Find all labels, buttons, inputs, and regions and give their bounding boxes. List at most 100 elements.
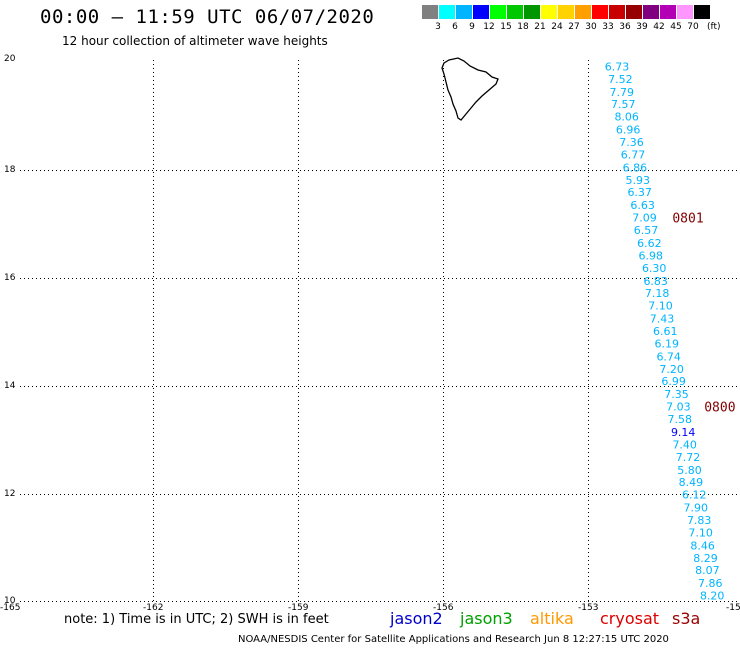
swh-value: 8.49 bbox=[679, 476, 704, 489]
legend-swatch bbox=[490, 5, 506, 19]
swh-value: 7.57 bbox=[611, 98, 636, 111]
x-tick-label: -165 bbox=[0, 603, 20, 613]
legend-swatch bbox=[439, 5, 455, 19]
swh-value: 7.35 bbox=[664, 388, 689, 401]
legend-swatch bbox=[541, 5, 557, 19]
swh-value: 7.90 bbox=[684, 502, 709, 515]
legend-swatch bbox=[660, 5, 676, 19]
swh-value: 7.43 bbox=[650, 313, 675, 326]
legend-swatch bbox=[626, 5, 642, 19]
swh-value: 6.74 bbox=[656, 350, 681, 363]
swh-value: 8.46 bbox=[690, 539, 715, 552]
swh-value: 6.63 bbox=[630, 199, 655, 212]
swh-value: 6.96 bbox=[616, 124, 641, 137]
time-label: 0801 bbox=[672, 212, 703, 227]
swh-value: 7.79 bbox=[610, 86, 635, 99]
swh-value: 6.99 bbox=[661, 375, 686, 388]
legend-label: 45 bbox=[670, 22, 682, 32]
swh-value: 6.30 bbox=[642, 262, 667, 275]
legend-swatch bbox=[507, 5, 523, 19]
satellite-cryosat: cryosat bbox=[600, 609, 660, 628]
swh-value: 8.20 bbox=[700, 590, 725, 603]
legend-swatch bbox=[643, 5, 659, 19]
swh-value: 7.36 bbox=[619, 136, 644, 149]
y-tick-label: 18 bbox=[4, 165, 16, 175]
legend-unit: (ft) bbox=[707, 22, 721, 32]
swh-value: 7.86 bbox=[698, 577, 723, 590]
legend-swatch bbox=[473, 5, 489, 19]
legend-label: 33 bbox=[602, 22, 614, 32]
map-title: 00:00 – 11:59 UTC 06/07/2020 bbox=[40, 6, 375, 28]
satellite-altika: altika bbox=[530, 609, 574, 628]
swh-value: 6.73 bbox=[605, 60, 630, 73]
legend-label: 3 bbox=[435, 22, 441, 32]
swh-value: 7.03 bbox=[666, 401, 691, 414]
satellite-jason3: jason3 bbox=[460, 609, 513, 628]
swh-value: 7.58 bbox=[668, 413, 693, 426]
swh-value: 7.40 bbox=[672, 438, 697, 451]
swh-value: 6.19 bbox=[655, 337, 680, 350]
legend-swatch bbox=[558, 5, 574, 19]
legend-swatch bbox=[575, 5, 591, 19]
y-tick-label: 16 bbox=[4, 273, 16, 283]
swh-value: 6.83 bbox=[643, 275, 668, 288]
footnote: note: 1) Time is in UTC; 2) SWH is in fe… bbox=[64, 612, 329, 627]
x-tick-label: -153 bbox=[578, 603, 598, 613]
time-labels: 08010800075 bbox=[672, 212, 735, 416]
y-tick-label: 14 bbox=[4, 381, 16, 391]
legend-swatch bbox=[677, 5, 693, 19]
satellite-jason2: jason2 bbox=[390, 609, 443, 628]
x-tick-label: -15 bbox=[726, 603, 740, 613]
swh-value: 6.98 bbox=[639, 249, 664, 262]
swh-value: 6.62 bbox=[637, 237, 662, 250]
legend-label: 6 bbox=[452, 22, 458, 32]
swh-value: 8.06 bbox=[614, 111, 639, 124]
legend-label: 18 bbox=[517, 22, 529, 32]
legend-label: 12 bbox=[483, 22, 495, 32]
legend-label: 70 bbox=[687, 22, 699, 32]
legend-label: 15 bbox=[500, 22, 512, 32]
y-tick-label: 12 bbox=[4, 489, 15, 499]
swh-value: 7.20 bbox=[659, 363, 684, 376]
swh-value: 9.14 bbox=[671, 426, 696, 439]
legend-label: 42 bbox=[653, 22, 665, 32]
swh-value: 5.93 bbox=[626, 174, 651, 187]
map-subtitle: 12 hour collection of altimeter wave hei… bbox=[62, 34, 328, 48]
y-tick-label: 20 bbox=[4, 54, 16, 64]
credit-line: NOAA/NESDIS Center for Satellite Applica… bbox=[238, 634, 669, 645]
legend-label: 9 bbox=[469, 22, 475, 32]
swh-value: 6.37 bbox=[627, 186, 652, 199]
swh-value: 6.61 bbox=[653, 325, 678, 338]
swh-value: 6.86 bbox=[623, 161, 648, 174]
swh-value: 8.29 bbox=[693, 552, 718, 565]
swh-value: 7.18 bbox=[645, 287, 670, 300]
y-tick-label: 10 bbox=[4, 596, 16, 606]
big-island-coastline bbox=[441, 57, 499, 121]
swh-value: 7.09 bbox=[632, 212, 657, 225]
swh-value: 8.07 bbox=[695, 564, 720, 577]
legend-label: 21 bbox=[534, 22, 546, 32]
legend-label: 24 bbox=[551, 22, 563, 32]
legend-swatch bbox=[456, 5, 472, 19]
swh-value: 7.10 bbox=[648, 300, 673, 313]
legend-label: 39 bbox=[636, 22, 648, 32]
swh-value: 6.77 bbox=[621, 148, 646, 161]
swh-value: 6.57 bbox=[634, 224, 659, 237]
map-grid bbox=[20, 60, 740, 602]
satellite-s3a: s3a bbox=[672, 609, 701, 628]
legend-label: 36 bbox=[619, 22, 631, 32]
swh-value: 7.72 bbox=[676, 451, 701, 464]
time-label: 0800 bbox=[704, 401, 735, 416]
swh-values: 6.737.527.797.578.066.967.366.776.865.93… bbox=[605, 60, 725, 602]
legend-swatch bbox=[422, 5, 438, 19]
legend-swatch bbox=[694, 5, 710, 19]
legend-swatch bbox=[609, 5, 625, 19]
swh-value: 7.52 bbox=[608, 73, 633, 86]
x-tick-label: -156 bbox=[433, 603, 454, 613]
x-tick-label: -162 bbox=[143, 603, 163, 613]
swh-value: 6.12 bbox=[682, 489, 707, 502]
legend-label: 27 bbox=[568, 22, 580, 32]
legend-swatch bbox=[592, 5, 608, 19]
legend-label: 30 bbox=[585, 22, 597, 32]
